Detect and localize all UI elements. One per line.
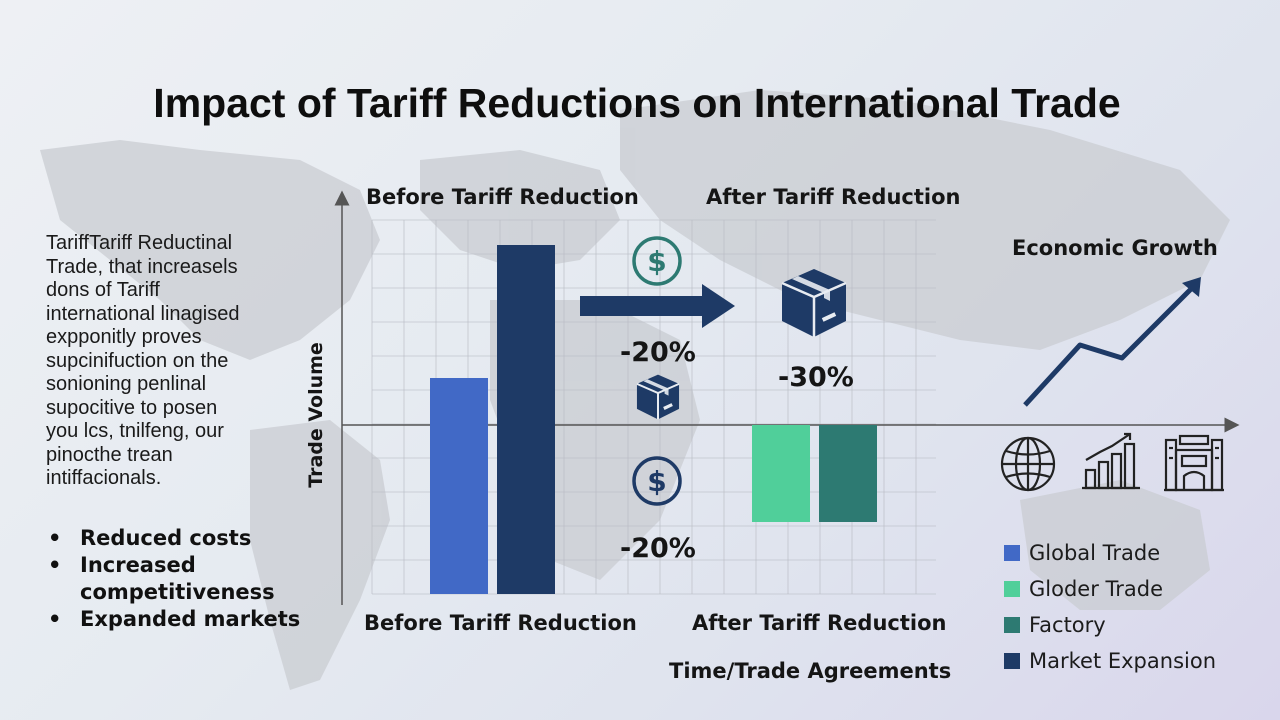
legend-swatch [1004,581,1020,597]
legend-label: Global Trade [1029,541,1161,565]
benefit-item: Expanded markets [46,606,306,633]
legend-swatch [1004,545,1020,561]
trend-up-icon [1023,277,1201,407]
legend-label: Market Expansion [1029,649,1217,673]
bar-chart-growth-icon [1082,432,1140,490]
paragraph-line: Trade, that increasels [46,255,238,278]
svg-text:$: $ [647,245,666,278]
paragraph-line: international linagised [46,302,240,325]
legend-item: Global Trade [1004,535,1216,571]
legend-item: Gloder Trade [1004,571,1216,607]
bar-after-tariff-reduction-2 [819,425,877,522]
top-label-before: Before Tariff Reduction [366,185,639,209]
description-paragraph: TariffTariff Reductinal Trade, that incr… [46,232,281,491]
paragraph-line: pinocthe trean [46,443,173,466]
bottom-label-before: Before Tariff Reduction [364,611,637,635]
economic-growth-label: Economic Growth [1012,236,1218,260]
legend-swatch [1004,617,1020,633]
legend-label: Gloder Trade [1029,577,1164,601]
bar-before-tariff-reduction-1 [430,378,488,594]
package-icon [781,269,847,337]
paragraph-line: TariffTariff Reductinal [46,232,233,254]
legend-item: Factory [1004,607,1216,643]
legend-item: Market Expansion [1004,643,1216,679]
page-title: Impact of Tariff Reductions on Internati… [153,80,1121,126]
legend-label: Factory [1029,613,1106,637]
bar-group [430,245,877,594]
dollar-icon: $ [632,456,682,506]
globe-icon [1000,436,1056,492]
x-axis-label: Time/Trade Agreements [669,659,952,683]
benefit-list: Reduced costs Increased competitiveness … [46,525,306,633]
svg-text:$: $ [647,465,666,498]
paragraph-line: sonioning penlinal [46,373,207,395]
bar-after-tariff-reduction-1 [752,425,810,522]
paragraph-line: expponitly proves [46,326,202,348]
benefit-item: Increased competitiveness [46,552,306,606]
paragraph-line: you lcs, tnilfeng, our [46,420,224,442]
dollar-icon: $ [632,236,682,286]
arrow-right-icon [580,284,735,328]
package-icon [636,374,680,420]
y-axis-label: Trade Volume [305,342,327,488]
paragraph-line: dons of Tariff [46,279,160,301]
paragraph-line: supcinifuction on the [46,349,229,372]
factory-icon [1164,434,1224,492]
chart-legend: Global Trade Gloder Trade Factory Market… [1004,535,1216,679]
annotation-percent: -20% [620,533,696,564]
annotation-percent: -30% [778,362,854,393]
paragraph-line: supocitive to posen [46,396,218,419]
legend-swatch [1004,653,1020,669]
top-label-after: After Tariff Reduction [706,185,961,209]
bar-before-tariff-reduction-2 [497,245,555,594]
annotation-percent: -20% [620,337,696,368]
benefit-item: Reduced costs [46,525,306,552]
paragraph-line: intiffacionals. [46,467,162,489]
bottom-label-after: After Tariff Reduction [692,611,947,635]
